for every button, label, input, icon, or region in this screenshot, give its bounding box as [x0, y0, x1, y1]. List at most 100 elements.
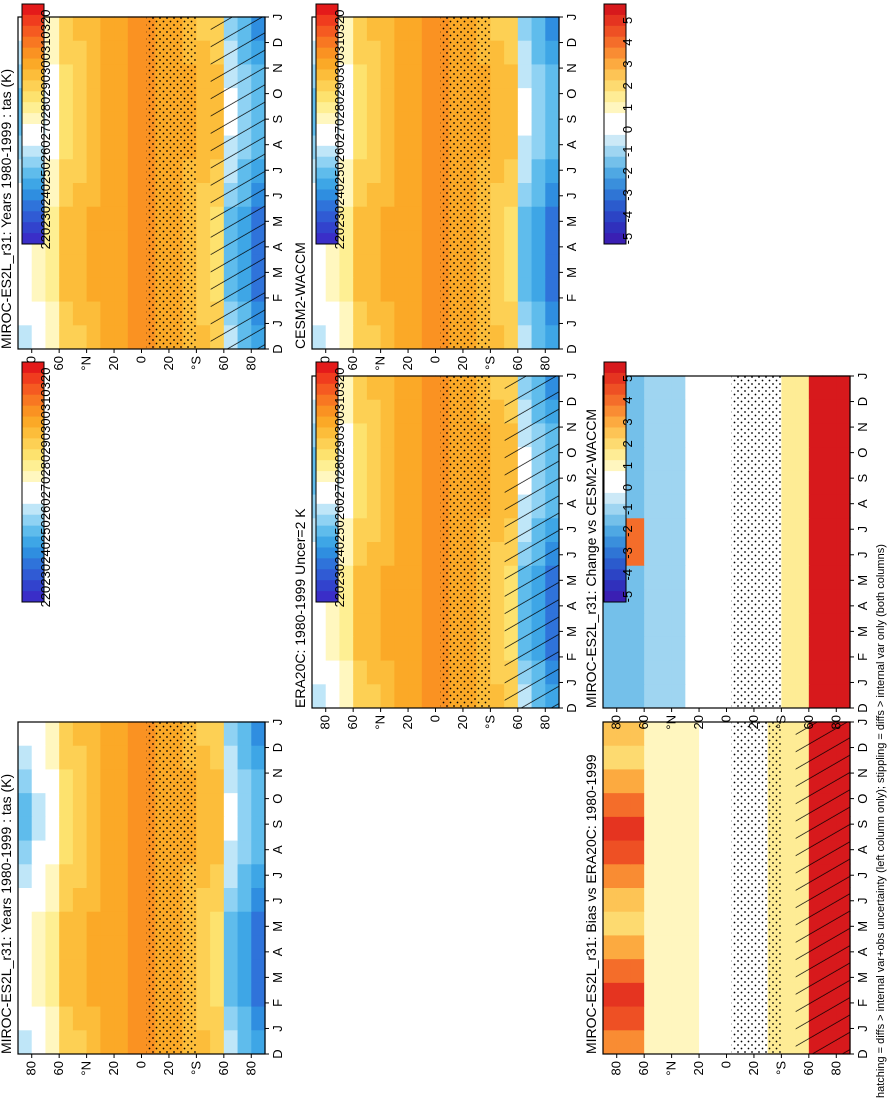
panel-6-overlay: [731, 376, 781, 708]
field-cell: [712, 982, 728, 1007]
colorbar-label: 250: [332, 520, 347, 542]
field-cell: [603, 839, 618, 865]
colorbar-swatch: [22, 482, 44, 494]
field-cell: [795, 470, 810, 495]
field-cell: [408, 158, 423, 183]
field-cell: [685, 565, 700, 590]
field-cell: [237, 958, 252, 983]
field-cell: [127, 911, 143, 936]
field-cell: [699, 721, 714, 746]
field-cell: [72, 816, 88, 841]
month-label: J: [270, 167, 285, 174]
field-cell: [210, 816, 225, 841]
month-label: J: [270, 872, 285, 879]
field-cell: [822, 493, 837, 519]
colorbar-swatch: [316, 547, 338, 559]
field-cell: [517, 87, 533, 112]
field-cell: [31, 1005, 47, 1031]
field-cell: [712, 745, 728, 770]
field-cell: [644, 863, 659, 888]
field-cell: [836, 446, 851, 471]
field-cell: [712, 517, 728, 542]
field-cell: [408, 565, 423, 590]
colorbar-label: 270: [38, 119, 53, 141]
field-cell: [394, 375, 409, 400]
panel-2-plot: D J F M A M J J A S O N D J 80 60 °N 20 0 20 °S 60 80: [311, 373, 579, 730]
field-cell: [353, 683, 368, 708]
month-label: S: [564, 473, 579, 482]
field-cell: [822, 541, 837, 566]
field-cell: [671, 422, 686, 448]
field-cell: [59, 839, 74, 865]
field-cell: [72, 111, 88, 136]
field-cell: [196, 911, 211, 936]
field-cell: [408, 470, 423, 495]
field-cell: [366, 659, 382, 685]
colorbar-label: 2: [620, 82, 635, 89]
stipple-region: [731, 376, 781, 708]
field-cell: [86, 111, 101, 136]
panel-6-field: [603, 375, 851, 708]
field-cell: [114, 40, 129, 65]
field-cell: [196, 958, 211, 983]
field-cell: [545, 40, 560, 65]
colorbar-swatch: [604, 547, 626, 559]
lat-label: 80: [828, 1061, 843, 1075]
colorbar-swatch: [316, 514, 338, 527]
field-cell: [237, 911, 252, 936]
field-cell: [237, 982, 252, 1007]
field-cell: [394, 324, 409, 349]
field-cell: [59, 934, 74, 960]
colorbar-label: 2: [620, 440, 635, 447]
field-cell: [325, 659, 341, 685]
colorbar-label: -1: [620, 145, 635, 157]
field-cell: [699, 541, 714, 566]
field-cell: [114, 229, 129, 255]
field-cell: [114, 87, 129, 112]
field-cell: [712, 1029, 728, 1054]
field-cell: [490, 16, 505, 41]
field-cell: [237, 1005, 252, 1031]
field-cell: [408, 612, 423, 637]
colorbar-swatch: [22, 383, 44, 396]
field-cell: [366, 565, 382, 590]
field-cell: [339, 493, 354, 519]
field-cell: [421, 40, 437, 65]
field-cell: [366, 206, 382, 231]
colorbar-label: 310: [332, 389, 347, 411]
field-cell: [45, 982, 60, 1007]
field-cell: [394, 87, 409, 112]
field-cell: [795, 375, 810, 400]
field-cell: [630, 887, 645, 912]
field-cell: [45, 63, 60, 89]
lat-label: 20: [691, 715, 706, 729]
field-cell: [72, 863, 88, 888]
field-cell: [836, 470, 851, 495]
month-label: J: [564, 552, 579, 559]
field-cell: [712, 565, 728, 590]
lat-label: 60: [801, 715, 816, 729]
field-cell: [114, 1005, 129, 1031]
colorbar-label: 220: [332, 586, 347, 608]
colorbar-frame: [315, 3, 339, 245]
colorbar-swatch: [604, 416, 626, 428]
panel-6-lat-axis: 80 60 °N 20 0 20 °S 60 80: [609, 708, 843, 730]
lat-label: 20: [161, 356, 176, 370]
colorbar-swatch: [22, 591, 44, 603]
colorbar-swatch: [316, 58, 338, 70]
lat-label: °S: [482, 356, 497, 370]
field-cell: [86, 839, 101, 865]
month-label: A: [270, 140, 285, 149]
field-cell: [504, 87, 519, 112]
field-cell: [490, 565, 505, 590]
field-cell: [699, 636, 714, 661]
field-cell: [86, 63, 101, 89]
field-cell: [421, 111, 437, 136]
month-label: F: [564, 653, 579, 661]
field-cell: [86, 958, 101, 983]
lat-label: °S: [482, 715, 497, 729]
field-cell: [671, 446, 686, 471]
field-cell: [339, 541, 354, 566]
